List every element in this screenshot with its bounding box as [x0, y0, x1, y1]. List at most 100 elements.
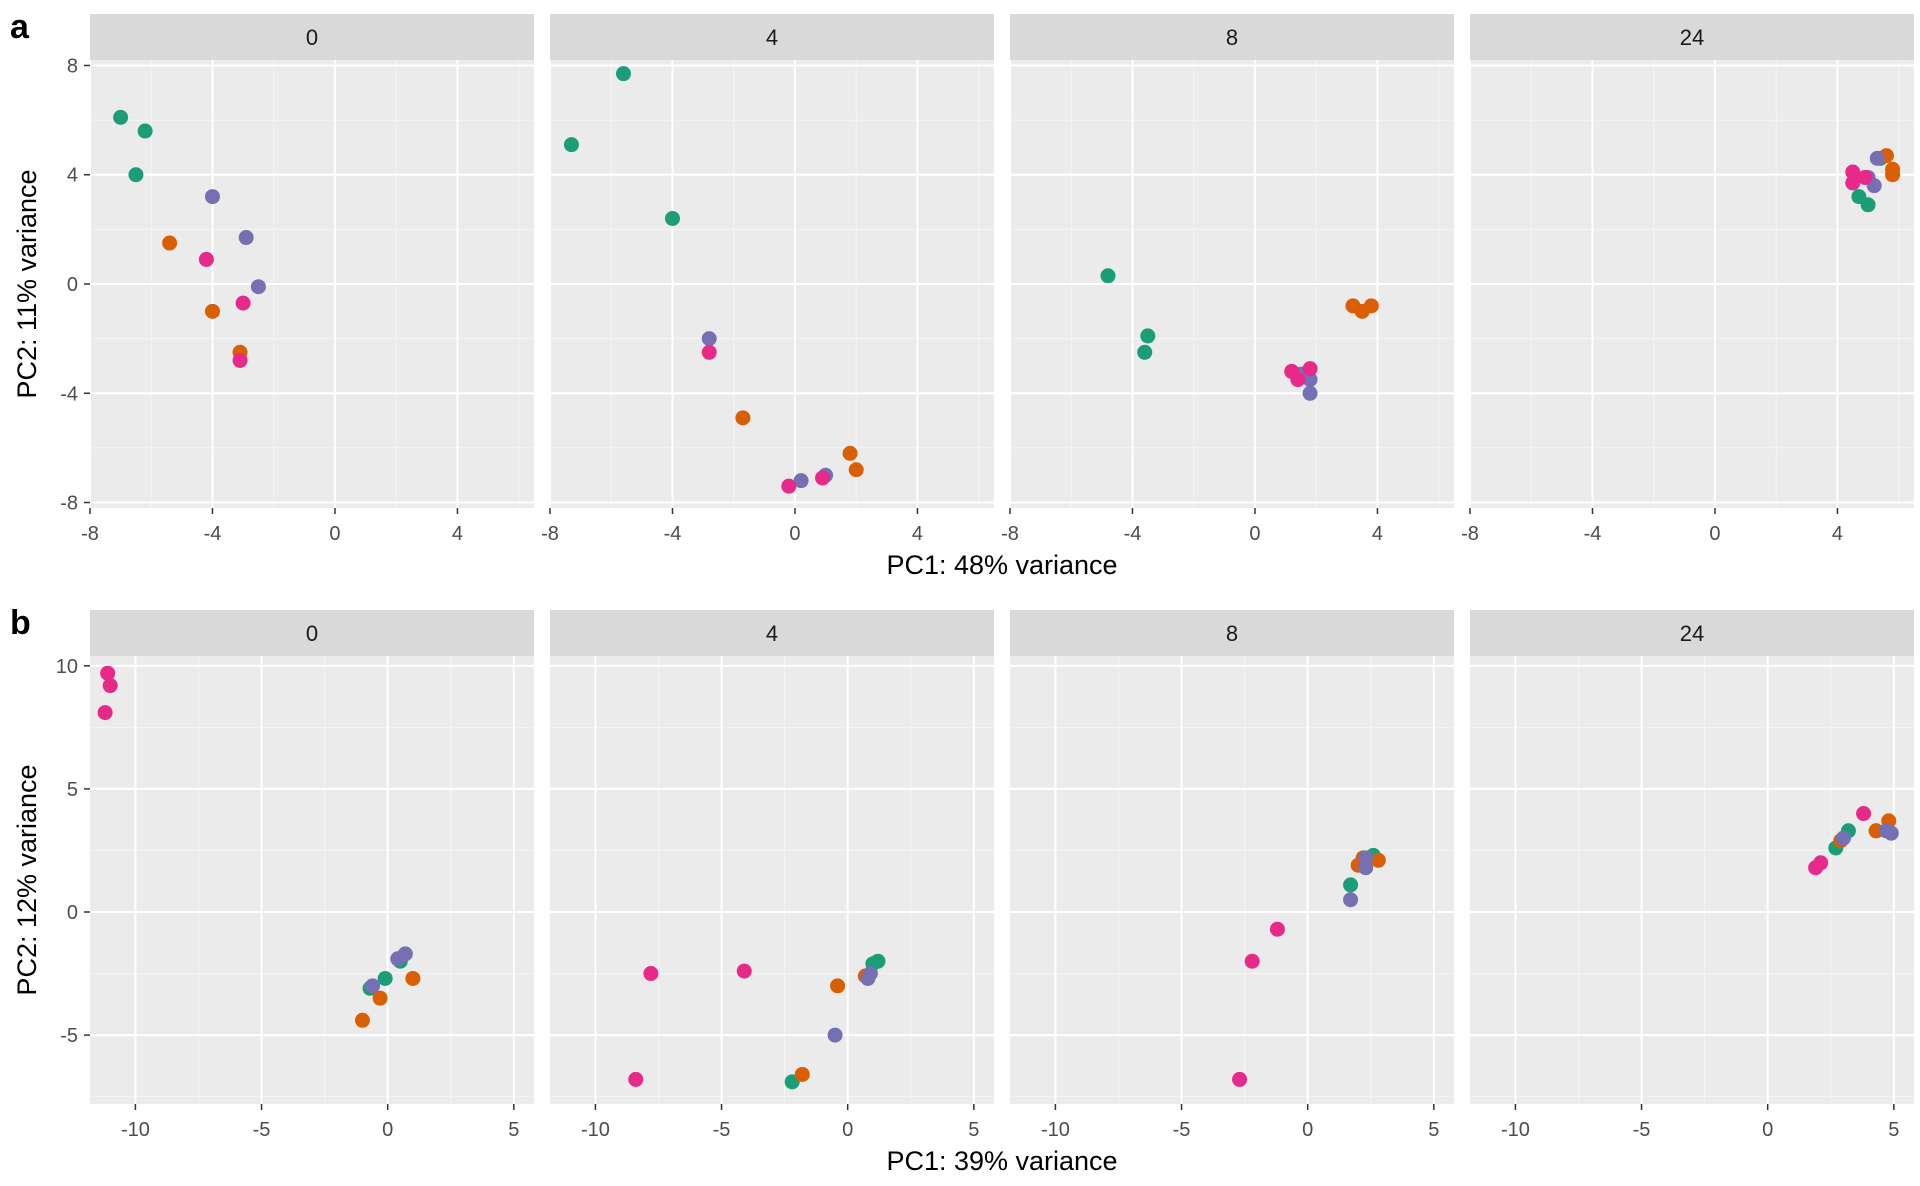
y-tick-label: 0 — [67, 902, 78, 924]
data-point-green — [113, 109, 129, 125]
x-tick-label: -8 — [541, 523, 559, 545]
data-point-orange — [794, 1066, 810, 1082]
x-tick-label: 5 — [1428, 1119, 1439, 1141]
data-point-purple — [1358, 850, 1374, 866]
facet-strip-label: 0 — [306, 25, 318, 50]
data-point-magenta — [97, 705, 113, 721]
facet-strip — [1470, 610, 1914, 656]
x-tick-label: 4 — [912, 523, 923, 545]
panel-letter: a — [10, 8, 30, 46]
y-tick-label: 8 — [67, 55, 78, 77]
data-point-orange — [372, 990, 388, 1006]
data-point-purple — [238, 230, 254, 246]
facet-8: 8 -8 -4 0 4 — [1001, 14, 1454, 545]
data-point-green — [377, 970, 393, 986]
x-tick-label: 0 — [842, 1119, 853, 1141]
data-point-magenta — [1845, 175, 1861, 191]
plot-background — [90, 656, 534, 1104]
x-tick-label: -5 — [1173, 1119, 1191, 1141]
y-axis-title: PC2: 12% variance — [12, 764, 42, 995]
facet-strip-label: 4 — [766, 25, 778, 50]
data-point-purple — [1878, 823, 1894, 839]
data-point-magenta — [1857, 169, 1873, 185]
data-point-purple — [397, 946, 413, 962]
data-point-purple — [1302, 385, 1318, 401]
facet-24: 24 -10 -5 0 5 — [1470, 610, 1914, 1141]
x-axis-title: PC1: 39% variance — [886, 1146, 1117, 1176]
data-point-magenta — [1813, 855, 1829, 871]
x-tick-label: -5 — [1633, 1119, 1651, 1141]
data-point-purple — [1869, 150, 1885, 166]
data-point-green — [870, 953, 886, 969]
data-point-purple — [1343, 892, 1359, 908]
data-point-purple — [701, 331, 717, 347]
x-tick-label: -8 — [1461, 523, 1479, 545]
data-point-green — [563, 137, 579, 153]
data-point-purple — [827, 1027, 843, 1043]
plot-background — [1010, 656, 1454, 1104]
data-point-orange — [1370, 852, 1386, 868]
facet-strip — [90, 610, 534, 656]
facet-strip-label: 4 — [766, 621, 778, 646]
y-tick-label: -5 — [60, 1025, 78, 1047]
facet-4: 4 -8 -4 0 4 — [541, 14, 994, 545]
facet-strip — [550, 14, 994, 60]
data-point-magenta — [701, 344, 717, 360]
data-point-green — [1860, 197, 1876, 213]
x-tick-label: 5 — [1888, 1119, 1899, 1141]
facet-strip-label: 24 — [1680, 25, 1704, 50]
x-tick-label: -10 — [581, 1119, 610, 1141]
x-axis-title: PC1: 48% variance — [886, 550, 1117, 580]
data-point-purple — [250, 279, 266, 295]
x-tick-label: 0 — [329, 523, 340, 545]
facet-strip — [90, 14, 534, 60]
plot-background — [1470, 656, 1914, 1104]
data-point-magenta — [1244, 953, 1260, 969]
data-point-purple — [860, 970, 876, 986]
data-point-green — [1343, 877, 1359, 893]
data-point-purple — [793, 473, 809, 489]
y-tick-label: 10 — [56, 656, 78, 678]
x-tick-label: 0 — [1762, 1119, 1773, 1141]
x-tick-label: 4 — [1372, 523, 1383, 545]
x-tick-label: 0 — [1709, 523, 1720, 545]
facet-strip-label: 8 — [1226, 621, 1238, 646]
chart-panel-a: a 0 -8 -4 0 4 -8 -4 0 4 8 4 -8 -4 0 4 8 -8 -4 0 4 24 -8 -4 0 4 PC1… — [10, 8, 1914, 580]
facet-strip-label: 24 — [1680, 621, 1704, 646]
data-point-green — [128, 167, 144, 183]
data-point-orange — [1363, 298, 1379, 314]
x-tick-label: -4 — [664, 523, 682, 545]
data-point-orange — [842, 445, 858, 461]
x-tick-label: -4 — [1124, 523, 1142, 545]
x-tick-label: 0 — [789, 523, 800, 545]
x-tick-label: 0 — [1249, 523, 1260, 545]
data-point-purple — [1835, 830, 1851, 846]
data-point-orange — [162, 235, 178, 251]
x-tick-label: -4 — [204, 523, 222, 545]
facet-strip — [550, 610, 994, 656]
facet-strip — [1010, 610, 1454, 656]
data-point-magenta — [102, 678, 118, 694]
x-tick-label: -10 — [1041, 1119, 1070, 1141]
data-point-orange — [204, 303, 220, 319]
data-point-green — [1100, 268, 1116, 284]
data-point-magenta — [198, 251, 214, 267]
data-point-green — [615, 66, 631, 82]
data-point-magenta — [100, 665, 116, 681]
facet-0: 0 -10 -5 0 5 -5 0 5 10 — [56, 610, 534, 1141]
y-tick-label: -4 — [60, 383, 78, 405]
facet-24: 24 -8 -4 0 4 — [1461, 14, 1914, 545]
y-axis-title: PC2: 11% variance — [12, 169, 42, 398]
facet-strip-label: 8 — [1226, 25, 1238, 50]
plot-background — [550, 656, 994, 1104]
data-point-magenta — [736, 963, 752, 979]
data-point-orange — [405, 970, 421, 986]
data-point-magenta — [628, 1071, 644, 1087]
panel-letter: b — [10, 604, 31, 642]
data-point-purple — [204, 189, 220, 205]
facet-4: 4 -10 -5 0 5 — [550, 610, 994, 1141]
data-point-orange — [354, 1012, 370, 1028]
data-point-magenta — [1290, 372, 1306, 388]
data-point-green — [1140, 328, 1156, 344]
